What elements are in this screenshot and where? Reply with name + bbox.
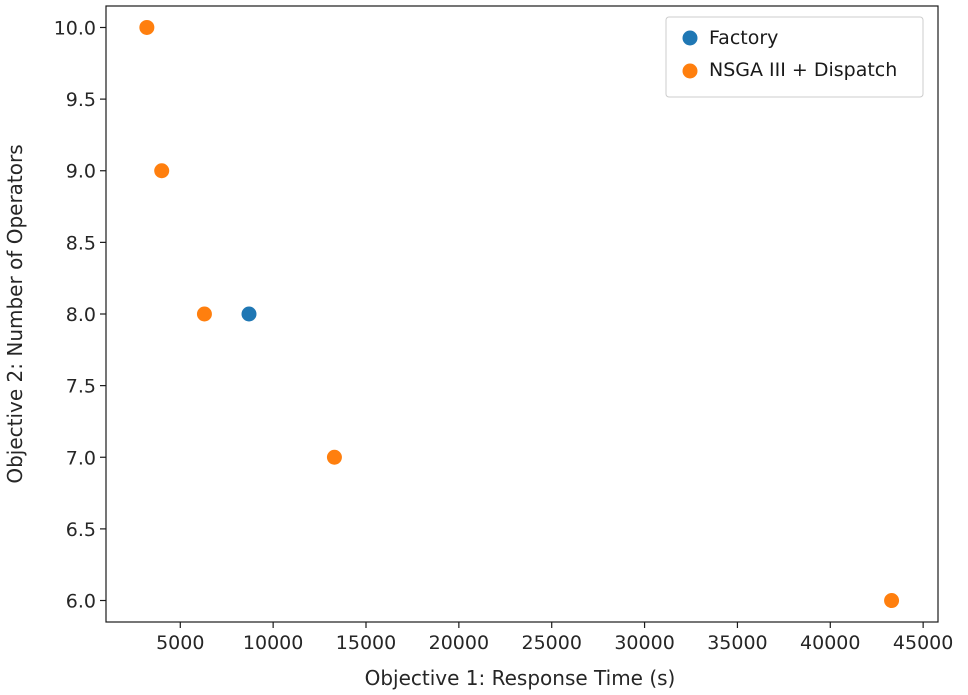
y-tick-label: 8.5	[66, 232, 96, 254]
x-tick-label: 5000	[156, 632, 204, 654]
x-tick-label: 10000	[243, 632, 303, 654]
x-tick-label: 40000	[800, 632, 860, 654]
x-tick-label: 45000	[893, 632, 953, 654]
nsga-point	[139, 19, 155, 35]
legend-label-nsga: NSGA III + Dispatch	[709, 59, 897, 81]
y-tick-label: 7.5	[66, 376, 96, 398]
nsga-point	[196, 306, 212, 322]
y-axis: 6.0 6.5 7.0 7.5 8.0 8.5 9.0 9.5 10.0	[54, 17, 106, 613]
y-tick-label: 7.0	[66, 447, 96, 469]
legend-marker-factory	[682, 30, 698, 46]
x-axis: 5000 10000 15000 20000 25000 30000 35000 40000 4…	[156, 622, 953, 654]
y-tick-label: 6.0	[66, 591, 96, 613]
nsga-point	[154, 163, 170, 179]
nsga-point	[884, 593, 900, 609]
y-tick-label: 9.5	[66, 89, 96, 111]
y-tick-label: 8.0	[66, 304, 96, 326]
factory-point	[241, 306, 257, 322]
x-tick-label: 35000	[707, 632, 767, 654]
plot-area	[105, 5, 939, 623]
data-points	[139, 19, 900, 609]
legend-marker-nsga	[682, 63, 698, 79]
legend-box	[665, 16, 924, 98]
legend: Factory NSGA III + Dispatch	[665, 16, 924, 98]
legend-label-factory: Factory	[709, 27, 778, 49]
x-tick-label: 30000	[614, 632, 674, 654]
y-tick-label: 9.0	[66, 161, 96, 183]
x-tick-label: 25000	[521, 632, 581, 654]
nsga-point	[326, 449, 342, 465]
y-tick-label: 10.0	[54, 17, 96, 39]
y-tick-label: 6.5	[66, 519, 96, 541]
x-tick-label: 20000	[429, 632, 489, 654]
x-axis-label: Objective 1: Response Time (s)	[365, 666, 676, 690]
x-tick-label: 15000	[336, 632, 396, 654]
y-axis-label: Objective 2: Number of Operators	[3, 144, 27, 483]
